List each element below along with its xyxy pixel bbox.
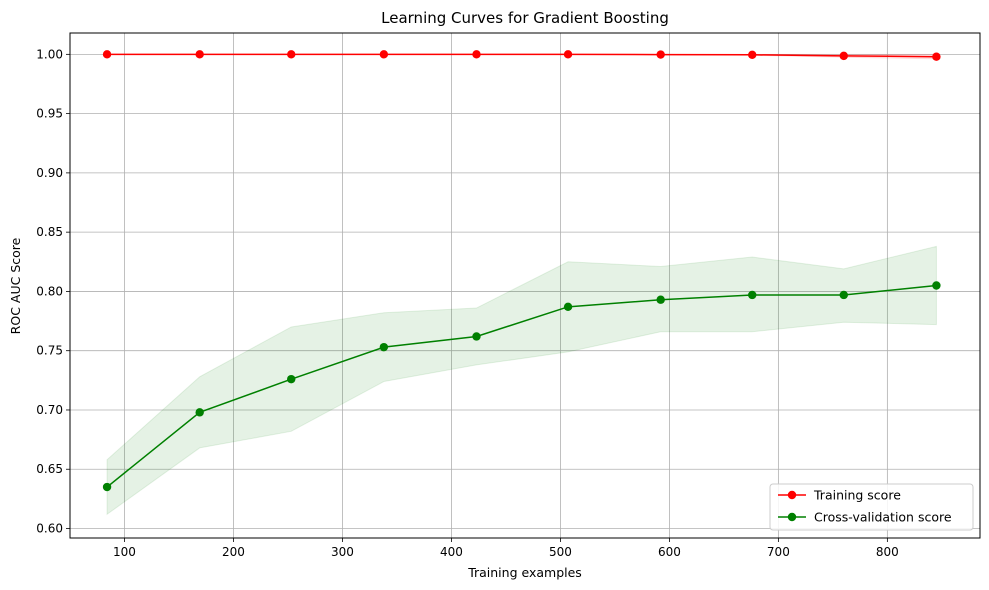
series-points [102,50,941,492]
y-axis-ticks: 0.60 0.65 0.70 0.75 0.80 0.85 0.90 0.95 1.00 [36,47,70,536]
y-axis-label: ROC AUC Score [8,237,23,334]
series-1-point [472,332,481,341]
x-tick-label: 200 [222,545,245,559]
y-tick-label: 0.70 [36,403,63,417]
y-tick-label: 0.95 [36,107,63,121]
series-0-point [379,50,389,59]
x-axis-ticks: 100 200 300 400 500 600 700 800 [113,538,899,559]
legend-marker-1 [787,512,797,522]
series-1-point [656,295,665,304]
x-tick-label: 100 [113,545,136,559]
series-0-point [932,52,941,61]
x-tick-label: 600 [658,545,681,559]
chart-title: Learning Curves for Gradient Boosting [381,9,669,27]
y-tick-label: 0.90 [36,166,63,180]
x-tick-label: 300 [331,545,354,559]
series-0-line [107,53,937,58]
y-tick-label: 0.60 [36,522,63,536]
series-1-point [932,281,941,290]
y-tick-label: 1.00 [36,47,63,61]
series-1-line [106,284,937,488]
confidence-bands [106,53,937,516]
x-tick-label: 700 [767,545,790,559]
x-tick-label: 400 [440,545,463,559]
series-1-point [102,482,112,492]
series-1-point [195,408,204,417]
series-0-point [748,50,757,60]
y-tick-label: 0.75 [36,344,63,358]
series-0-point [287,50,296,59]
y-tick-label: 0.85 [36,225,63,239]
plot-frame [69,32,981,539]
y-tick-label: 0.80 [36,284,63,298]
series-0-point [656,50,665,59]
y-tick-label: 0.65 [36,462,63,476]
series-1-point [287,374,296,384]
x-axis-label: Training examples [467,565,582,580]
series-lines [106,53,937,488]
series-0-point [839,51,848,61]
series-0-point [563,50,573,59]
series-0-point [195,50,204,59]
x-tick-label: 800 [876,545,899,559]
x-tick-label: 500 [549,545,572,559]
legend-marker-0 [787,490,797,500]
series-1-point [839,290,848,300]
series-0-point [102,50,112,59]
legend-label-1: Cross-validation score [814,510,952,525]
series-1-point [748,290,757,300]
legend-label-0: Training score [813,488,901,503]
series-1-point [563,302,573,312]
legend-box [769,483,974,531]
series-0-point [472,50,481,59]
legend: Training score Cross-validation score [769,483,974,531]
series-1-band [106,245,937,516]
series-1-point [379,342,389,352]
